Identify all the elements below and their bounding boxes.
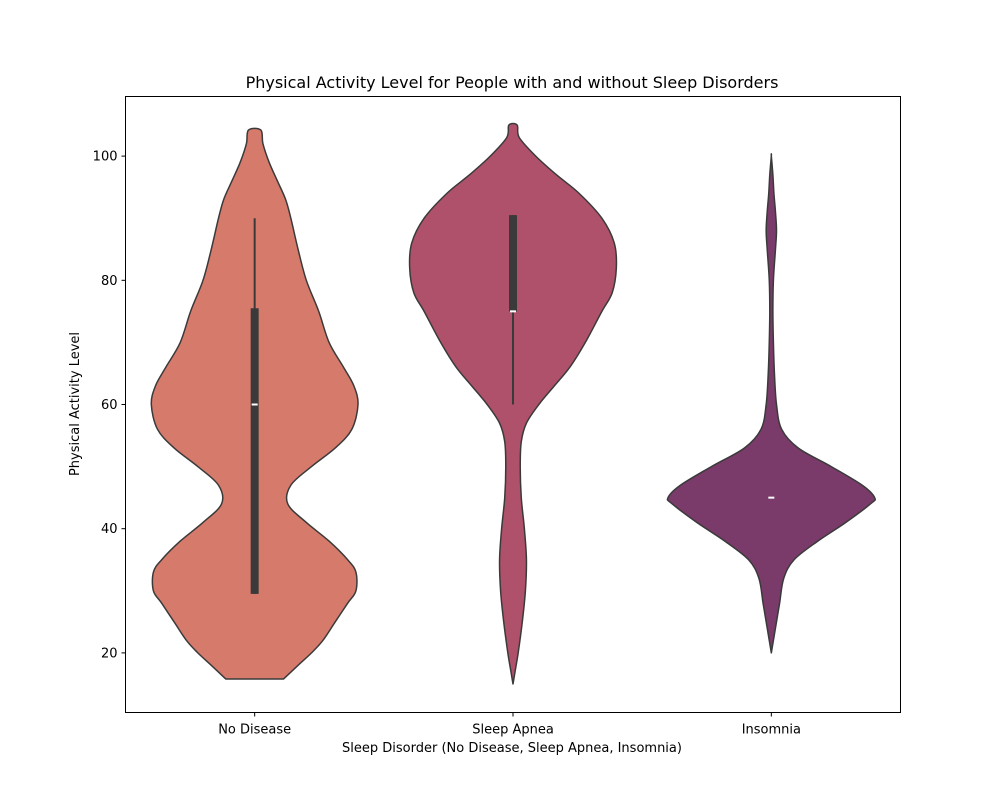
y-tick-label: 80 <box>101 274 118 289</box>
violins-group <box>150 122 877 685</box>
y-tick-label: 100 <box>93 150 118 165</box>
y-axis-label: Physical Activity Level <box>68 332 83 476</box>
y-tick-label: 60 <box>101 398 118 413</box>
x-axis-label: Sleep Disorder (No Disease, Sleep Apnea,… <box>342 741 682 756</box>
x-tick-label: No Disease <box>218 723 291 738</box>
x-axis: No Disease Sleep Apnea Insomnia <box>218 712 801 738</box>
violin-body <box>666 153 877 654</box>
y-tick-label: 20 <box>101 646 118 661</box>
y-axis: 20 40 60 80 100 <box>93 150 126 661</box>
chart-title: Physical Activity Level for People with … <box>246 73 779 92</box>
x-tick-label: Insomnia <box>742 723 801 738</box>
violin-iqr-box <box>509 215 517 312</box>
violin-iqr-box <box>250 308 259 594</box>
x-tick-label: Sleep Apnea <box>472 723 554 738</box>
y-tick-label: 40 <box>101 522 118 537</box>
